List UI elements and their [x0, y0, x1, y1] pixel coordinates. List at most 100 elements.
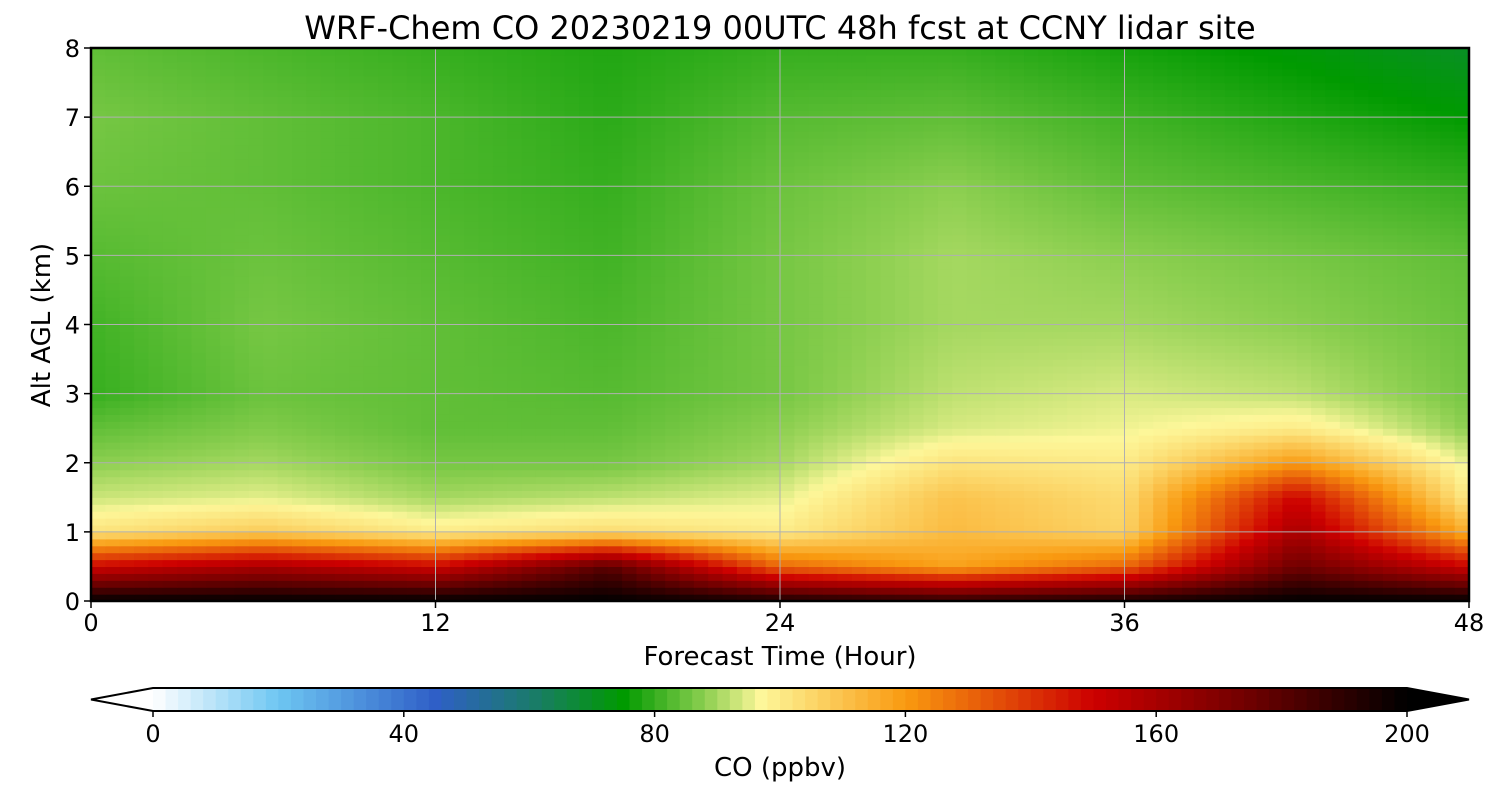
heatmap-cell	[693, 573, 709, 581]
heatmap-cell	[995, 545, 1011, 554]
heatmap-cell	[435, 289, 451, 298]
heatmap-cell	[980, 573, 996, 581]
heatmap-cell	[134, 269, 150, 277]
heatmap-cell	[234, 476, 250, 485]
heatmap-cell	[1296, 255, 1312, 263]
heatmap-cell	[1153, 587, 1169, 595]
heatmap-cell	[980, 352, 996, 360]
heatmap-cell	[392, 524, 408, 533]
heatmap-cell	[205, 317, 221, 326]
heatmap-cell	[1354, 504, 1370, 512]
heatmap-cell	[1253, 276, 1269, 284]
heatmap-cell	[1081, 455, 1097, 464]
heatmap-cell	[837, 559, 853, 568]
heatmap-cell	[1339, 455, 1355, 464]
heatmap-cell	[808, 462, 824, 471]
heatmap-cell	[119, 400, 135, 409]
heatmap-cell	[679, 490, 695, 498]
heatmap-cell	[119, 497, 135, 505]
heatmap-cell	[937, 573, 953, 581]
heatmap-cell	[593, 310, 609, 319]
heatmap-cell	[148, 283, 164, 291]
heatmap-cell	[1282, 524, 1298, 533]
heatmap-cell	[1368, 587, 1384, 595]
heatmap-cell	[162, 594, 178, 601]
heatmap-cell	[679, 538, 695, 547]
heatmap-cell	[205, 580, 221, 588]
heatmap-cell	[220, 511, 236, 519]
heatmap-cell	[1253, 524, 1269, 533]
heatmap-cell	[263, 276, 279, 284]
heatmap-cell	[1153, 296, 1169, 305]
heatmap-cell	[1181, 428, 1197, 436]
heatmap-cell	[995, 476, 1011, 485]
heatmap-cell	[909, 421, 925, 429]
heatmap-cell	[1382, 594, 1398, 601]
heatmap-cell	[722, 442, 738, 450]
heatmap-cell	[1296, 566, 1312, 574]
heatmap-cell	[1224, 442, 1240, 450]
heatmap-cell	[564, 442, 580, 450]
heatmap-cell	[636, 462, 652, 471]
heatmap-cell	[1153, 414, 1169, 422]
heatmap-cell	[1311, 559, 1327, 568]
heatmap-cell	[349, 462, 365, 471]
heatmap-cell	[722, 524, 738, 533]
heatmap-cell	[780, 490, 795, 498]
heatmap-cell	[1196, 524, 1212, 533]
heatmap-cell	[780, 538, 795, 547]
heatmap-cell	[492, 483, 508, 491]
heatmap-cell	[435, 372, 451, 381]
heatmap-cell	[980, 490, 996, 498]
heatmap-cell	[406, 331, 422, 339]
heatmap-cell	[937, 442, 953, 450]
heatmap-cell	[335, 428, 350, 436]
heatmap-cell	[636, 566, 652, 574]
heatmap-cell	[392, 269, 408, 277]
heatmap-cell	[794, 580, 810, 588]
heatmap-cell	[823, 324, 839, 333]
heatmap-cell	[952, 442, 968, 450]
heatmap-cell	[693, 241, 709, 250]
heatmap-cell	[1454, 379, 1469, 388]
heatmap-cell	[291, 483, 307, 491]
heatmap-cell	[736, 421, 752, 429]
heatmap-cell	[435, 379, 451, 388]
heatmap-cell	[722, 393, 738, 402]
heatmap-cell	[995, 552, 1011, 561]
heatmap-cell	[320, 359, 336, 367]
heatmap-cell	[177, 414, 193, 422]
heatmap-cell	[162, 241, 178, 250]
heatmap-cell	[1354, 587, 1370, 595]
heatmap-cell	[923, 283, 939, 291]
heatmap-cell	[607, 269, 623, 277]
heatmap-cell	[234, 241, 250, 250]
heatmap-cell	[679, 365, 695, 374]
heatmap-cell	[722, 552, 738, 561]
heatmap-cell	[980, 421, 996, 429]
heatmap-cell	[679, 442, 695, 450]
heatmap-cell	[248, 524, 264, 533]
heatmap-cell	[1311, 400, 1327, 409]
heatmap-cell	[277, 283, 293, 291]
heatmap-cell	[134, 552, 150, 561]
heatmap-cell	[722, 573, 738, 581]
heatmap-cell	[507, 435, 523, 443]
heatmap-cell	[636, 414, 652, 422]
heatmap-cell	[406, 359, 422, 367]
heatmap-cell	[220, 365, 236, 374]
heatmap-cell	[1081, 331, 1097, 339]
heatmap-cell	[751, 310, 767, 319]
heatmap-cell	[708, 296, 724, 305]
heatmap-cell	[1038, 379, 1054, 388]
heatmap-cell	[780, 296, 795, 305]
heatmap-cell	[378, 372, 394, 381]
heatmap-cell	[492, 345, 508, 353]
heatmap-cell	[421, 359, 437, 367]
heatmap-cell	[593, 455, 609, 464]
heatmap-cell	[650, 531, 666, 540]
heatmap-cell	[751, 317, 767, 326]
heatmap-cell	[966, 331, 982, 339]
heatmap-cell	[392, 455, 408, 464]
heatmap-cell	[1081, 241, 1097, 250]
